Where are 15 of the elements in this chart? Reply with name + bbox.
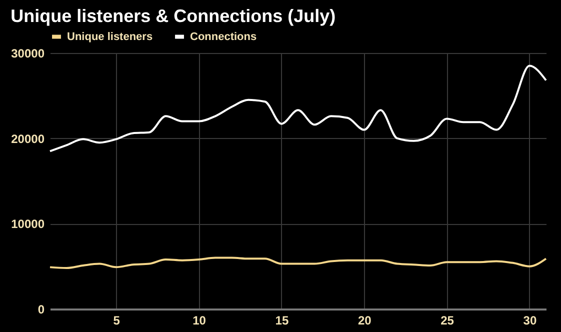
chart-title: Unique listeners & Connections (July) — [10, 6, 336, 26]
line-series — [49, 256, 547, 270]
x-tick-label: 25 — [440, 314, 454, 328]
x-tick-label: 5 — [113, 314, 120, 328]
x-tick-label: 15 — [275, 314, 289, 328]
y-tick-label: 30000 — [11, 46, 45, 60]
y-tick-label: 20000 — [11, 132, 45, 146]
x-tick-label: 30 — [523, 314, 537, 328]
x-tick-label: 20 — [358, 314, 372, 328]
line-series — [49, 64, 547, 152]
y-tick-label: 10000 — [11, 217, 45, 232]
x-tick-label: 10 — [192, 314, 206, 328]
legend-label: Connections — [190, 30, 257, 43]
legend-label: Unique listeners — [67, 30, 153, 43]
y-tick-label: 0 — [38, 302, 45, 316]
